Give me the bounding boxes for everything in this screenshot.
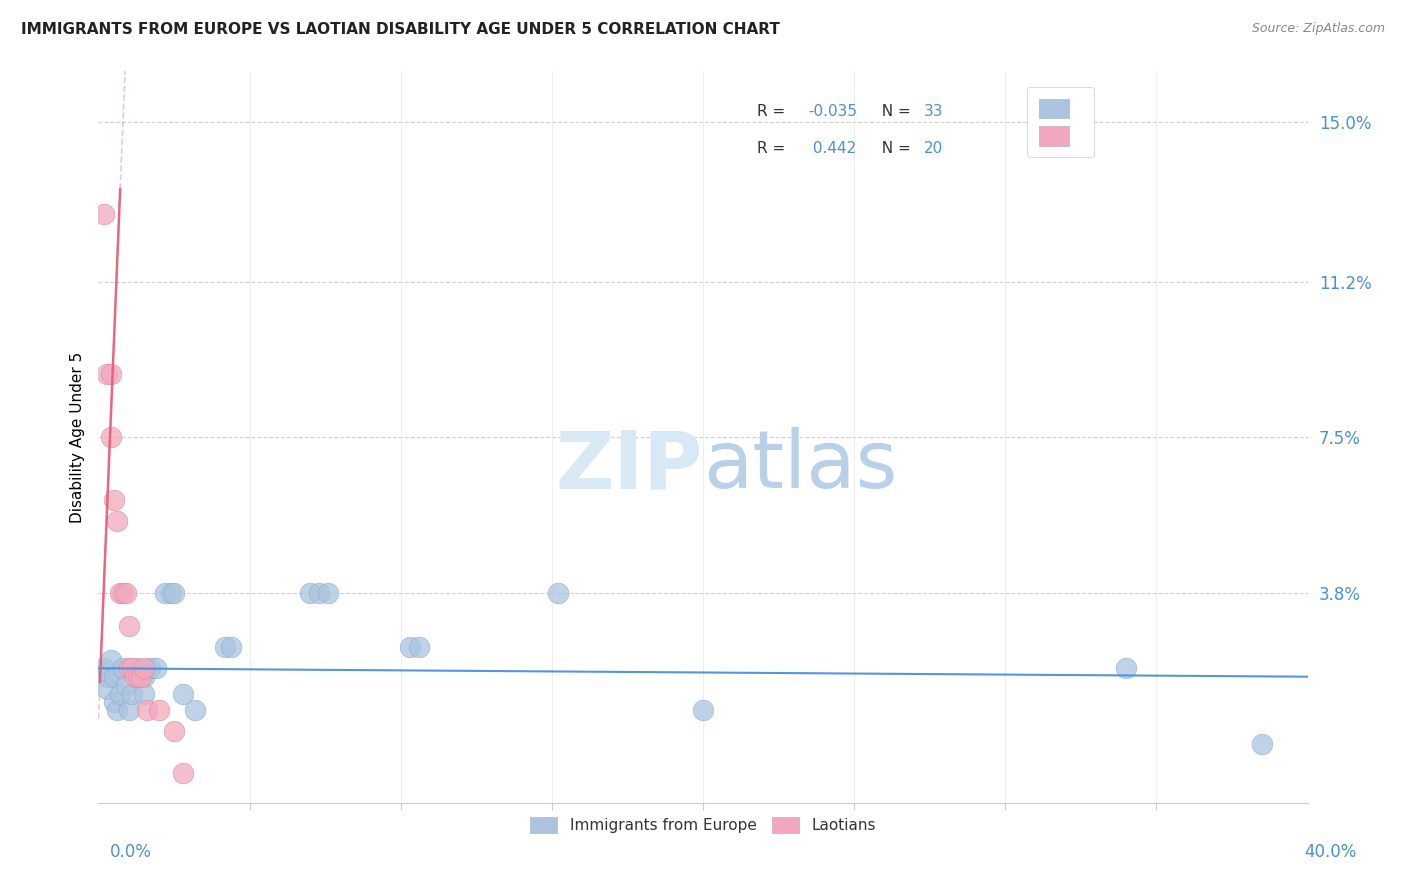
Point xyxy=(96,367,118,381)
Point xyxy=(408,640,430,655)
Point xyxy=(1251,737,1274,751)
Legend: Immigrants from Europe, Laotians: Immigrants from Europe, Laotians xyxy=(524,811,882,839)
Point xyxy=(93,207,115,221)
Text: 0.442: 0.442 xyxy=(808,141,856,156)
Point xyxy=(129,670,152,684)
Point xyxy=(96,670,118,684)
Text: 40.0%: 40.0% xyxy=(1305,843,1357,861)
Text: atlas: atlas xyxy=(703,427,897,506)
Text: ZIP: ZIP xyxy=(555,427,703,506)
Point xyxy=(100,653,122,667)
Point xyxy=(105,703,128,717)
Text: Source: ZipAtlas.com: Source: ZipAtlas.com xyxy=(1251,22,1385,36)
Point xyxy=(93,661,115,675)
Point xyxy=(148,703,170,717)
Point xyxy=(108,585,131,599)
Text: N =: N = xyxy=(872,141,915,156)
Text: IMMIGRANTS FROM EUROPE VS LAOTIAN DISABILITY AGE UNDER 5 CORRELATION CHART: IMMIGRANTS FROM EUROPE VS LAOTIAN DISABI… xyxy=(21,22,780,37)
Text: 0.0%: 0.0% xyxy=(110,843,152,861)
Point xyxy=(172,686,194,700)
Point xyxy=(118,619,141,633)
Point xyxy=(214,640,236,655)
Point xyxy=(153,585,176,599)
Point xyxy=(114,585,136,599)
Text: 33: 33 xyxy=(924,104,943,120)
Point xyxy=(121,661,143,675)
Point xyxy=(172,766,194,780)
Point xyxy=(127,670,149,684)
Point xyxy=(221,640,243,655)
Point xyxy=(145,661,167,675)
Text: R =: R = xyxy=(758,104,790,120)
Point xyxy=(96,682,118,697)
Point xyxy=(103,670,125,684)
Point xyxy=(398,640,420,655)
Point xyxy=(132,670,155,684)
Point xyxy=(160,585,183,599)
Point xyxy=(163,724,186,739)
Point xyxy=(299,585,322,599)
Point xyxy=(103,493,125,508)
Point xyxy=(127,661,149,675)
Point xyxy=(108,686,131,700)
Point xyxy=(135,703,157,717)
Point xyxy=(105,514,128,528)
Point xyxy=(692,703,714,717)
Point xyxy=(100,367,122,381)
Point xyxy=(308,585,330,599)
Y-axis label: Disability Age Under 5: Disability Age Under 5 xyxy=(69,351,84,523)
Text: N =: N = xyxy=(872,104,915,120)
Point xyxy=(111,661,134,675)
Point xyxy=(124,670,146,684)
Point xyxy=(100,430,122,444)
Point xyxy=(118,703,141,717)
Point xyxy=(184,703,207,717)
Text: -0.035: -0.035 xyxy=(808,104,858,120)
Point xyxy=(316,585,339,599)
Point xyxy=(1115,661,1137,675)
Text: R =: R = xyxy=(758,141,790,156)
Point xyxy=(163,585,186,599)
Point xyxy=(547,585,569,599)
Point xyxy=(121,686,143,700)
Text: 20: 20 xyxy=(924,141,943,156)
Point xyxy=(114,678,136,692)
Point xyxy=(103,695,125,709)
Point xyxy=(139,661,162,675)
Point xyxy=(132,686,155,700)
Point xyxy=(111,585,134,599)
Point xyxy=(118,661,141,675)
Point xyxy=(132,661,155,675)
